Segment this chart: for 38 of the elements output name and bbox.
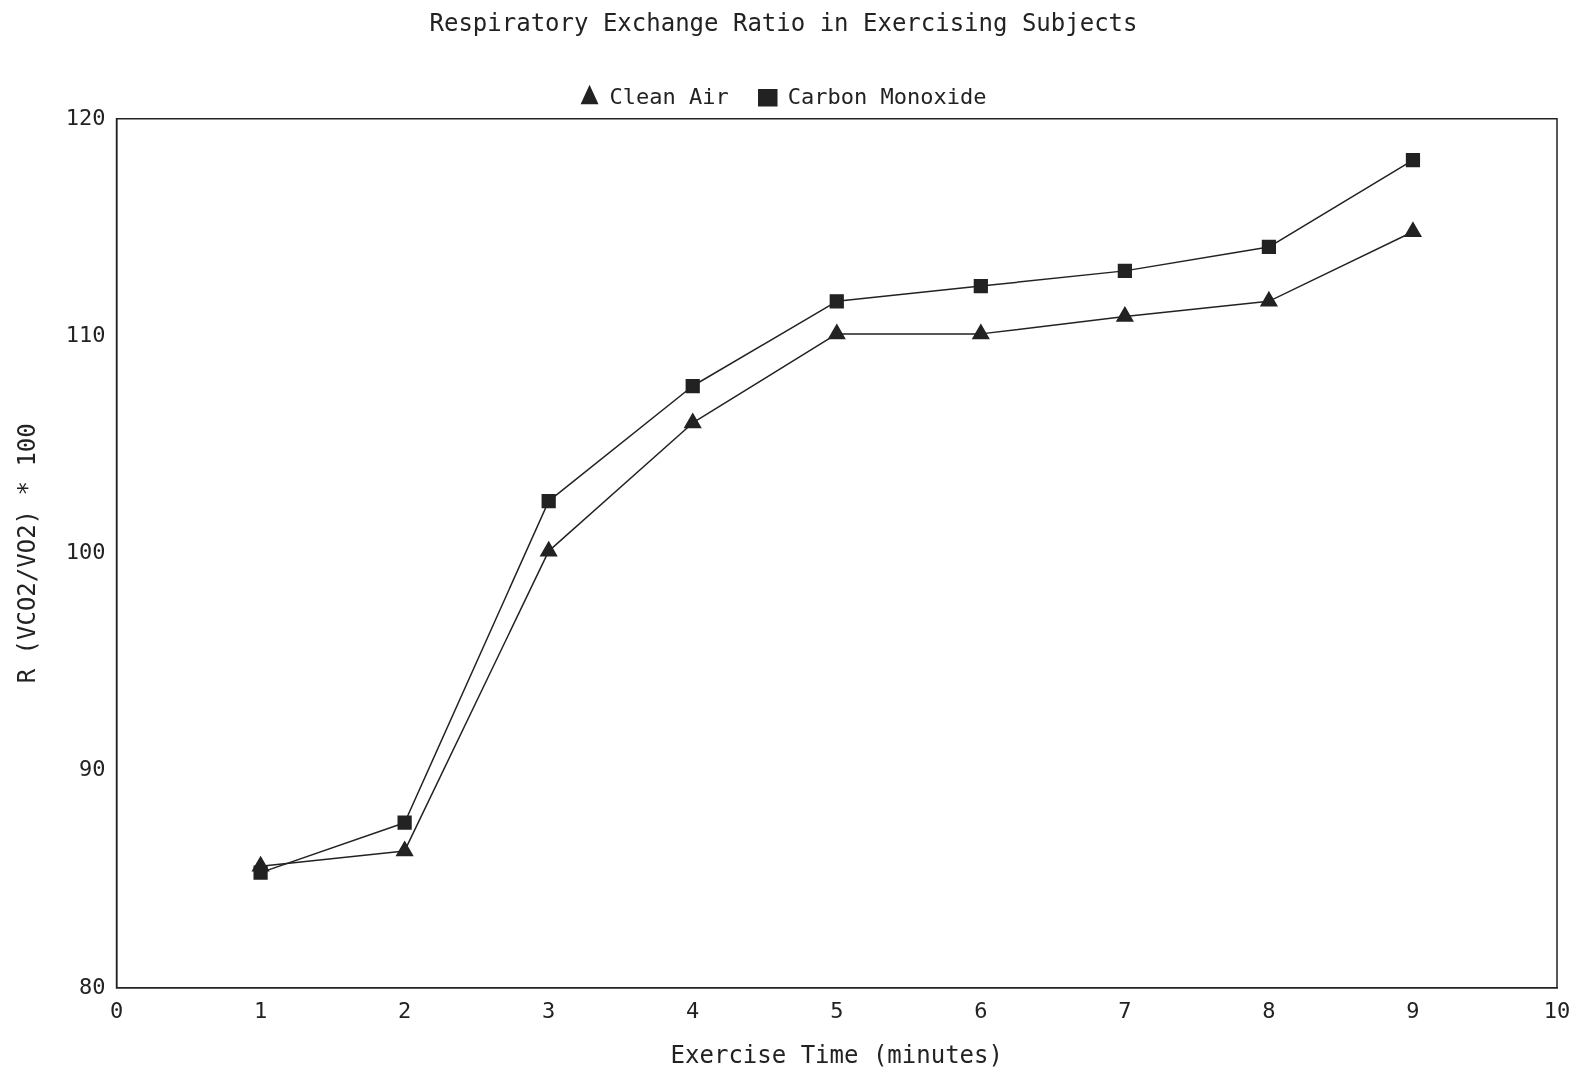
x-axis-title: Exercise Time (minutes): [670, 1040, 1003, 1069]
legend-label: Carbon Monoxide: [787, 83, 987, 109]
x-tick-label: 4: [686, 997, 700, 1023]
point: [828, 324, 846, 340]
y-tick-label: 90: [79, 756, 106, 782]
point: [973, 278, 988, 294]
x-tick-label: 7: [1118, 997, 1132, 1023]
point: [685, 378, 700, 394]
y-tick-label: 80: [79, 973, 106, 999]
x-tick-label: 8: [1262, 997, 1276, 1023]
point: [684, 413, 702, 429]
y-axis-title: R (VCO2/VO2) * 100: [12, 423, 41, 684]
legend-label: Clean Air: [609, 83, 729, 109]
x-tick-label: 0: [109, 997, 124, 1023]
x-tick-label: 10: [1543, 997, 1571, 1023]
point: [396, 841, 414, 857]
point: [540, 541, 558, 557]
x-tick-label: 9: [1406, 997, 1420, 1023]
x-tick-label: 5: [830, 997, 844, 1023]
x-tick-label: 3: [542, 997, 556, 1023]
point: [1405, 152, 1421, 168]
chart-title: Respiratory Exchange Ratio in Exercising Subjects: [429, 8, 1138, 37]
point: [252, 856, 270, 872]
point: [1260, 291, 1278, 307]
point: [1116, 306, 1134, 322]
point: [972, 324, 990, 340]
point: [397, 815, 412, 830]
x-tick-label: 1: [253, 997, 268, 1023]
y-tick-label: 100: [65, 539, 106, 565]
y-tick-label: 110: [65, 321, 106, 347]
point: [1404, 222, 1422, 238]
x-tick-label: 6: [974, 997, 988, 1023]
point: [1261, 239, 1277, 255]
point: [829, 294, 844, 309]
y-tick-label: 120: [65, 104, 106, 130]
point: [541, 494, 556, 509]
x-tick-label: 2: [398, 997, 412, 1023]
point: [1117, 263, 1132, 278]
